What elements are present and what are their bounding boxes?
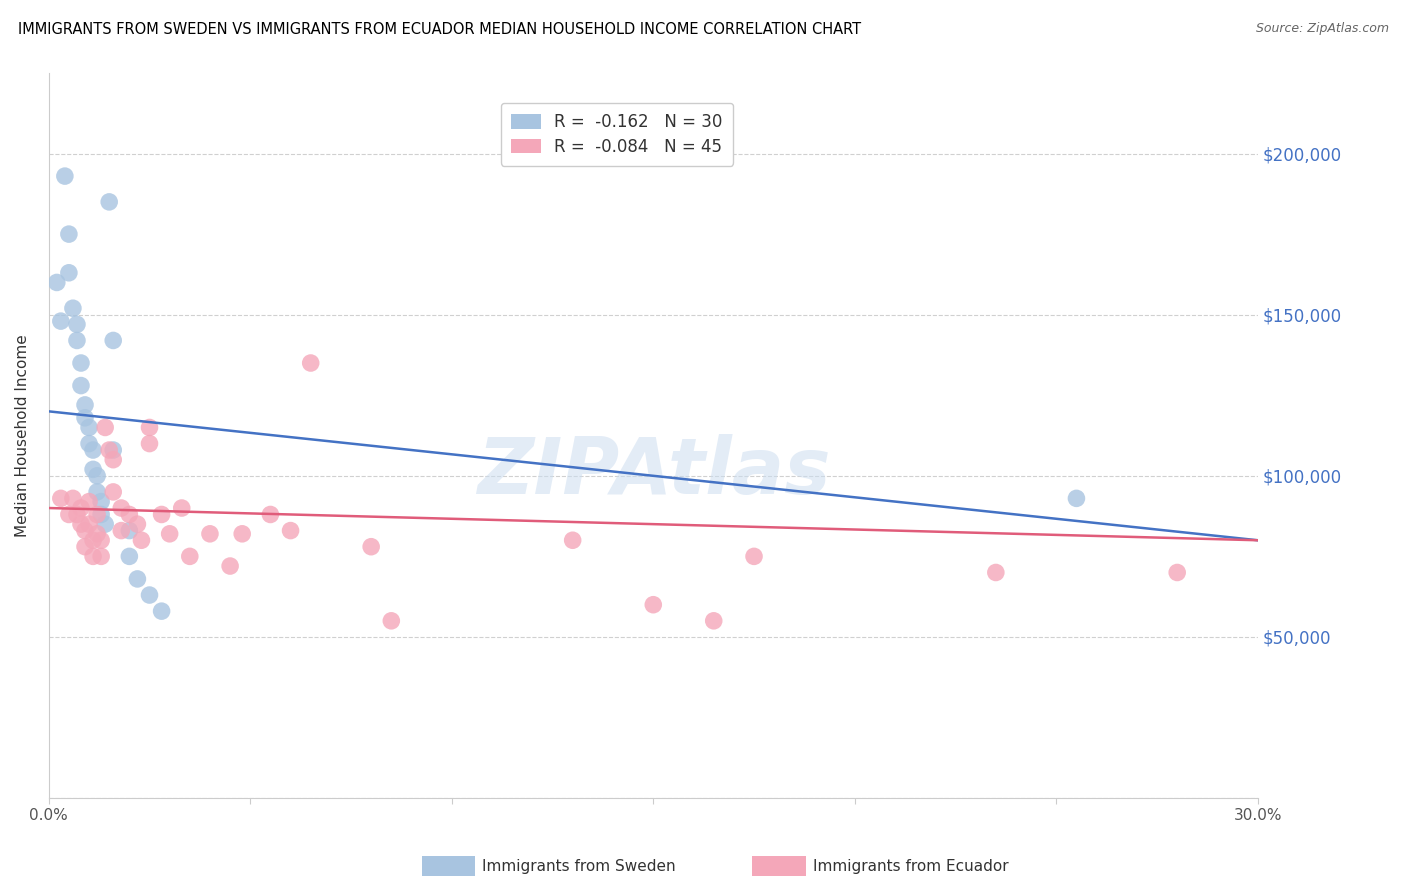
Point: [103, 334, 125, 348]
Text: Immigrants from Ecuador: Immigrants from Ecuador: [813, 859, 1008, 873]
Point: [643, 598, 665, 612]
Point: [73, 524, 96, 538]
Point: [73, 540, 96, 554]
Point: [118, 508, 141, 522]
Point: [150, 604, 173, 618]
Point: [82, 549, 104, 564]
Point: [62, 491, 84, 506]
Point: [360, 540, 382, 554]
Point: [110, 501, 132, 516]
Point: [103, 443, 125, 458]
Y-axis label: Median Household Income: Median Household Income: [15, 334, 30, 537]
Point: [150, 508, 173, 522]
Point: [77, 494, 100, 508]
Point: [45, 276, 67, 290]
Point: [131, 533, 153, 548]
Point: [127, 572, 149, 586]
Point: [53, 169, 76, 183]
Point: [299, 356, 322, 370]
Point: [58, 266, 80, 280]
Point: [94, 517, 117, 532]
Point: [58, 508, 80, 522]
Point: [380, 614, 402, 628]
Point: [86, 484, 108, 499]
Point: [86, 508, 108, 522]
Point: [82, 443, 104, 458]
Point: [70, 378, 93, 392]
Point: [127, 517, 149, 532]
Point: [49, 314, 72, 328]
Point: [90, 508, 112, 522]
Point: [280, 524, 302, 538]
Legend: R =  -0.162   N = 30, R =  -0.084   N = 45: R = -0.162 N = 30, R = -0.084 N = 45: [501, 103, 733, 166]
Point: [1066, 491, 1088, 506]
Point: [179, 549, 201, 564]
Point: [90, 494, 112, 508]
Point: [231, 526, 253, 541]
Bar: [752, 856, 806, 876]
Text: Immigrants from Sweden: Immigrants from Sweden: [482, 859, 676, 873]
Point: [103, 484, 125, 499]
Point: [66, 334, 89, 348]
Point: [561, 533, 583, 548]
Point: [138, 588, 160, 602]
Text: IMMIGRANTS FROM SWEDEN VS IMMIGRANTS FROM ECUADOR MEDIAN HOUSEHOLD INCOME CORREL: IMMIGRANTS FROM SWEDEN VS IMMIGRANTS FRO…: [18, 22, 862, 37]
Text: Source: ZipAtlas.com: Source: ZipAtlas.com: [1256, 22, 1389, 36]
Text: ZIPAtlas: ZIPAtlas: [477, 434, 830, 509]
Point: [77, 517, 100, 532]
Point: [86, 526, 108, 541]
Point: [159, 526, 181, 541]
Point: [73, 410, 96, 425]
Point: [118, 524, 141, 538]
Point: [82, 533, 104, 548]
Point: [98, 194, 121, 209]
Point: [58, 227, 80, 241]
Point: [66, 318, 89, 332]
Point: [1166, 566, 1188, 580]
Point: [170, 501, 193, 516]
Point: [103, 452, 125, 467]
Point: [90, 533, 112, 548]
Point: [138, 436, 160, 450]
Point: [94, 420, 117, 434]
Point: [70, 356, 93, 370]
Point: [70, 501, 93, 516]
Point: [703, 614, 725, 628]
Point: [70, 517, 93, 532]
Point: [742, 549, 765, 564]
Point: [90, 549, 112, 564]
Point: [984, 566, 1007, 580]
Point: [138, 420, 160, 434]
Point: [73, 398, 96, 412]
Point: [219, 559, 242, 574]
Point: [86, 468, 108, 483]
Point: [259, 508, 281, 522]
Point: [198, 526, 221, 541]
Point: [49, 491, 72, 506]
Point: [62, 301, 84, 316]
Point: [118, 549, 141, 564]
Bar: [422, 856, 475, 876]
Point: [98, 443, 121, 458]
Point: [77, 436, 100, 450]
Point: [82, 462, 104, 476]
Point: [66, 508, 89, 522]
Point: [110, 524, 132, 538]
Point: [77, 420, 100, 434]
